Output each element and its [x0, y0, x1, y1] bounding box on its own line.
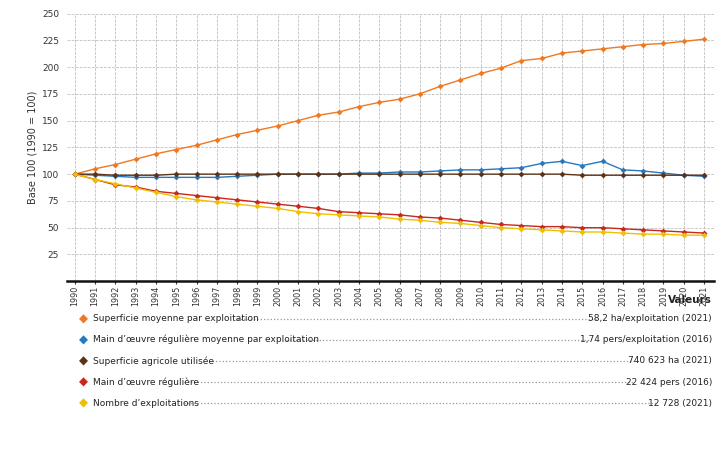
- Text: 22 424 pers (2016): 22 424 pers (2016): [626, 378, 712, 387]
- Text: ◆: ◆: [79, 312, 88, 325]
- Text: ◆: ◆: [79, 333, 88, 346]
- Text: Main d’œuvre régulière: Main d’œuvre régulière: [93, 377, 199, 387]
- Text: Main d’œuvre régulière moyenne par exploitation: Main d’œuvre régulière moyenne par explo…: [93, 335, 319, 345]
- Y-axis label: Base 100 (1990 = 100): Base 100 (1990 = 100): [28, 91, 38, 204]
- Text: Valeurs: Valeurs: [668, 295, 712, 305]
- Text: 58,2 ha/exploitation (2021): 58,2 ha/exploitation (2021): [588, 314, 712, 323]
- Text: 740 623 ha (2021): 740 623 ha (2021): [628, 356, 712, 365]
- Text: Superficie moyenne par exploitation: Superficie moyenne par exploitation: [93, 314, 259, 323]
- Text: 12 728 (2021): 12 728 (2021): [648, 399, 712, 408]
- Text: Nombre d’exploitations: Nombre d’exploitations: [93, 399, 199, 408]
- Text: ◆: ◆: [79, 397, 88, 410]
- Text: ◆: ◆: [79, 376, 88, 388]
- Text: ◆: ◆: [79, 355, 88, 367]
- Text: 1,74 pers/exploitation (2016): 1,74 pers/exploitation (2016): [580, 335, 712, 344]
- Text: Superficie agricole utilisée: Superficie agricole utilisée: [93, 356, 214, 366]
